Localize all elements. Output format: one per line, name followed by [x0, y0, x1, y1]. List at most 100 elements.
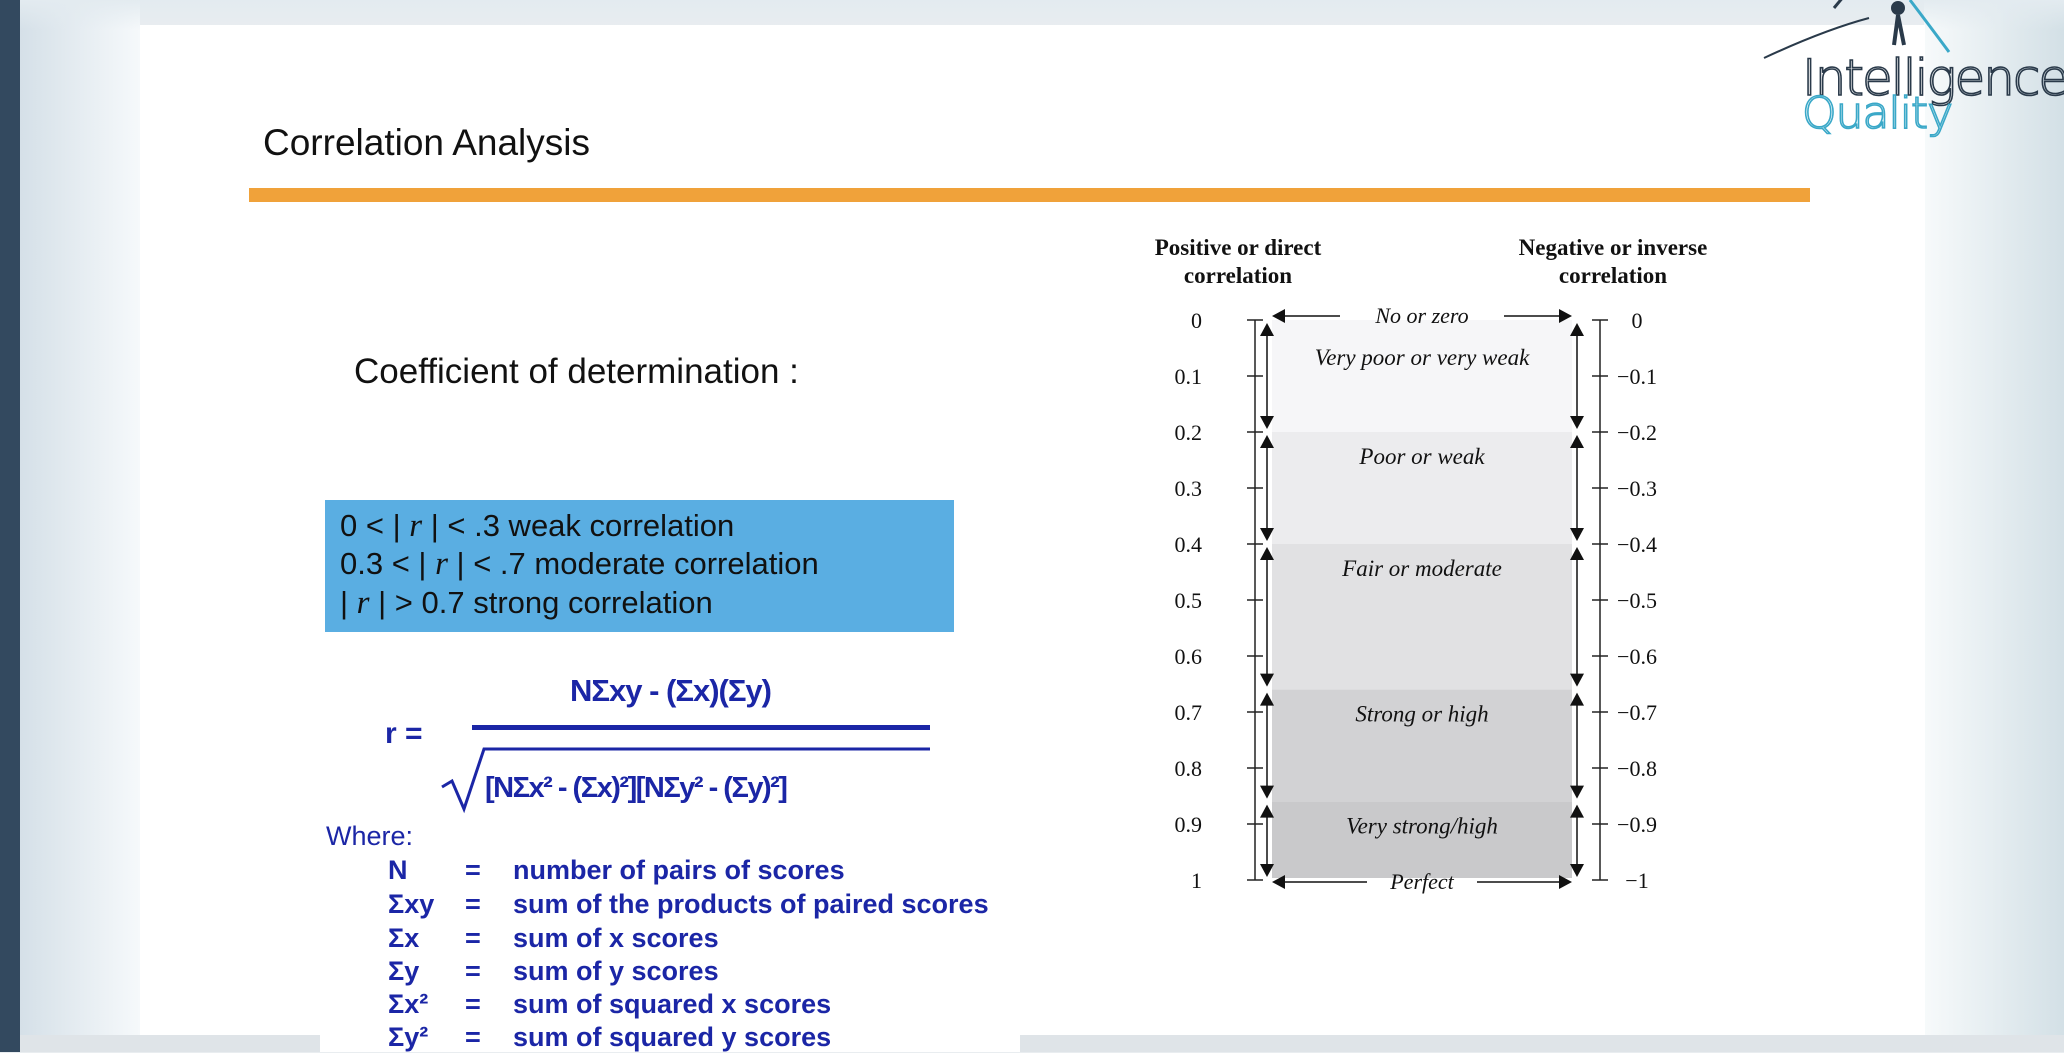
negative-tick-label: −0.1 [1617, 364, 1657, 389]
legend-equals: = [465, 956, 481, 986]
logo-line2: Quality [1802, 88, 1952, 139]
left-edge-strip [0, 0, 20, 1052]
title-underline [249, 188, 1810, 202]
positive-header-line2: correlation [1184, 263, 1292, 288]
scale-labels: 0 0.1 0.2 0.3 0.4 0.5 0.6 0.7 0.8 0.9 1 0 −0.1 −0.2 −0… [1175, 303, 1657, 894]
band-shading [1272, 320, 1572, 880]
band-arrows [1260, 309, 1584, 889]
rule-moderate: 0.3 < | r | < .7 moderate correlation [340, 546, 819, 582]
legend-equals: = [465, 1022, 481, 1052]
negative-header-line1: Negative or inverse [1519, 235, 1708, 260]
positive-tick-label: 0.1 [1175, 364, 1203, 389]
arrowhead [1570, 416, 1584, 429]
arrowhead [1260, 323, 1274, 336]
rule-weak: 0 < | r | < .3 weak correlation [340, 508, 735, 544]
rules-of-thumb-box: 0 < | r | < .3 weak correlation 0.3 < | … [325, 500, 954, 632]
negative-tick-label: 0 [1632, 308, 1643, 333]
legend-equals: = [465, 923, 481, 953]
band-fill [1272, 689, 1572, 802]
slide-title: Correlation Analysis [263, 122, 590, 163]
positive-tick-label: 0.3 [1175, 476, 1203, 501]
section-heading: Coefficient of determination : [354, 352, 799, 391]
arrowhead [1570, 547, 1584, 560]
negative-tick-label: −0.4 [1617, 532, 1657, 557]
pearson-formula: r = NΣxy - (Σx)(Σy) [NΣx² - (Σx)²][NΣy² … [320, 665, 1020, 1052]
band-label: Very poor or very weak [1315, 345, 1530, 370]
arrowhead [1260, 804, 1274, 818]
legend-description: sum of the products of paired scores [513, 889, 989, 919]
positive-tick-label: 0.4 [1175, 532, 1203, 557]
positive-tick-label: 0.9 [1175, 812, 1203, 837]
band-label: Fair or moderate [1341, 556, 1502, 581]
negative-tick-label: −0.3 [1617, 476, 1657, 501]
zero-label: No or zero [1374, 303, 1468, 328]
legend-description: sum of squared y scores [513, 1022, 832, 1052]
band-fill [1272, 432, 1572, 544]
legend-description: number of pairs of scores [513, 855, 845, 885]
legend-equals: = [465, 989, 481, 1019]
arrowhead [1570, 673, 1584, 687]
band-label: Poor or weak [1358, 444, 1485, 469]
formula-numerator: NΣxy - (Σx)(Σy) [570, 673, 772, 708]
band-fill [1272, 320, 1572, 432]
arrowhead [1260, 673, 1274, 687]
legend-equals: = [465, 889, 481, 919]
negative-tick-label: −0.5 [1617, 588, 1657, 613]
negative-tick-label: −0.7 [1617, 700, 1657, 725]
legend-symbol: Σxy [388, 889, 435, 919]
legend-description: sum of y scores [513, 956, 719, 986]
negative-tick-label: −1 [1625, 868, 1648, 893]
negative-tick-label: −0.6 [1617, 644, 1657, 669]
formula-denominator: [NΣx² - (Σx)²][NΣy² - (Σy)²] [485, 772, 788, 804]
negative-header-line2: correlation [1559, 263, 1667, 288]
positive-tick-label: 0.2 [1175, 420, 1203, 445]
legend-symbol: Σy [388, 956, 420, 986]
negative-tick-label: −0.2 [1617, 420, 1657, 445]
perfect-label: Perfect [1389, 869, 1454, 894]
arrowhead [1260, 435, 1274, 448]
arrowhead [1272, 309, 1285, 323]
arrowhead [1260, 785, 1274, 799]
logo-line1: Intelligence [1802, 49, 2064, 107]
band-fill [1272, 801, 1572, 880]
negative-tick-label: −0.9 [1617, 812, 1657, 837]
perfect-background [1272, 878, 1572, 888]
band-label: Strong or high [1355, 702, 1488, 727]
legend-symbol: Σx² [388, 989, 429, 1019]
legend-symbol: Σy² [388, 1022, 429, 1052]
rule-strong: | r | > 0.7 strong correlation [340, 585, 713, 621]
arrowhead [1260, 692, 1274, 706]
band-fill [1272, 544, 1572, 690]
arrowhead [1260, 547, 1274, 560]
positive-header-line1: Positive or direct [1155, 235, 1322, 260]
formula-lhs: r = [385, 717, 423, 750]
band-label: Very strong/high [1346, 814, 1498, 839]
arrowhead [1559, 309, 1572, 323]
square-root-sign [441, 747, 930, 814]
arrowhead [1570, 804, 1584, 818]
arrowhead [1260, 864, 1274, 877]
correlation-strength-scale: 0 0.1 0.2 0.3 0.4 0.5 0.6 0.7 0.8 0.9 1 0 −0.1 −0.2 −0… [1155, 235, 1708, 894]
positive-tick-label: 0.7 [1175, 700, 1203, 725]
where-label: Where: [326, 821, 414, 851]
left-background [20, 0, 140, 1052]
positive-tick-label: 0.8 [1175, 756, 1203, 781]
positive-tick-label: 0 [1191, 308, 1202, 333]
negative-tick-label: −0.8 [1617, 756, 1657, 781]
intelligence-quality-logo: Intelligence Quality [1763, 0, 2064, 140]
arrowhead [1570, 692, 1584, 706]
arrowhead [1570, 528, 1584, 541]
legend-description: sum of squared x scores [513, 989, 832, 1019]
arrowhead [1570, 323, 1584, 336]
arrowhead [1570, 864, 1584, 877]
legend-symbol: N [388, 855, 408, 885]
arrowhead [1260, 528, 1274, 541]
arrowhead [1570, 435, 1584, 448]
positive-tick-label: 1 [1191, 868, 1202, 893]
legend-equals: = [465, 855, 481, 885]
arrowhead [1272, 875, 1285, 889]
arrowhead [1260, 416, 1274, 429]
positive-tick-label: 0.6 [1175, 644, 1203, 669]
legend-symbol: Σx [388, 923, 420, 953]
fraction-bar [472, 725, 930, 730]
